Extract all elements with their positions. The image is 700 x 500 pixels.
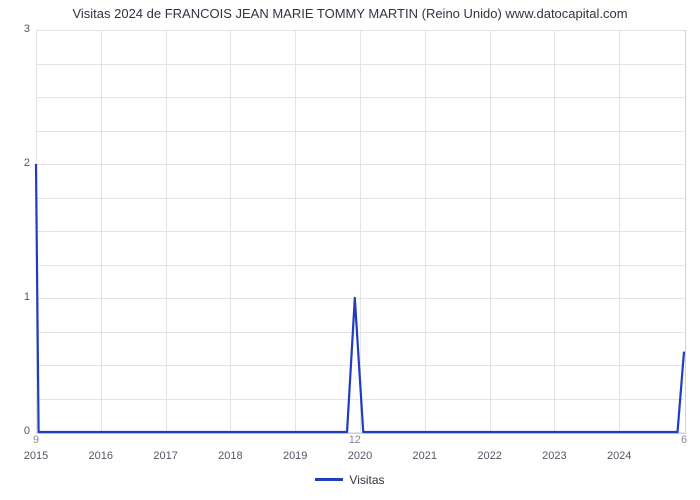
series-line xyxy=(0,0,700,500)
data-point-label: 12 xyxy=(349,434,361,446)
data-point-label: 9 xyxy=(33,434,39,446)
data-point-label: 6 xyxy=(681,434,687,446)
chart-container: Visitas 2024 de FRANCOIS JEAN MARIE TOMM… xyxy=(0,0,700,500)
